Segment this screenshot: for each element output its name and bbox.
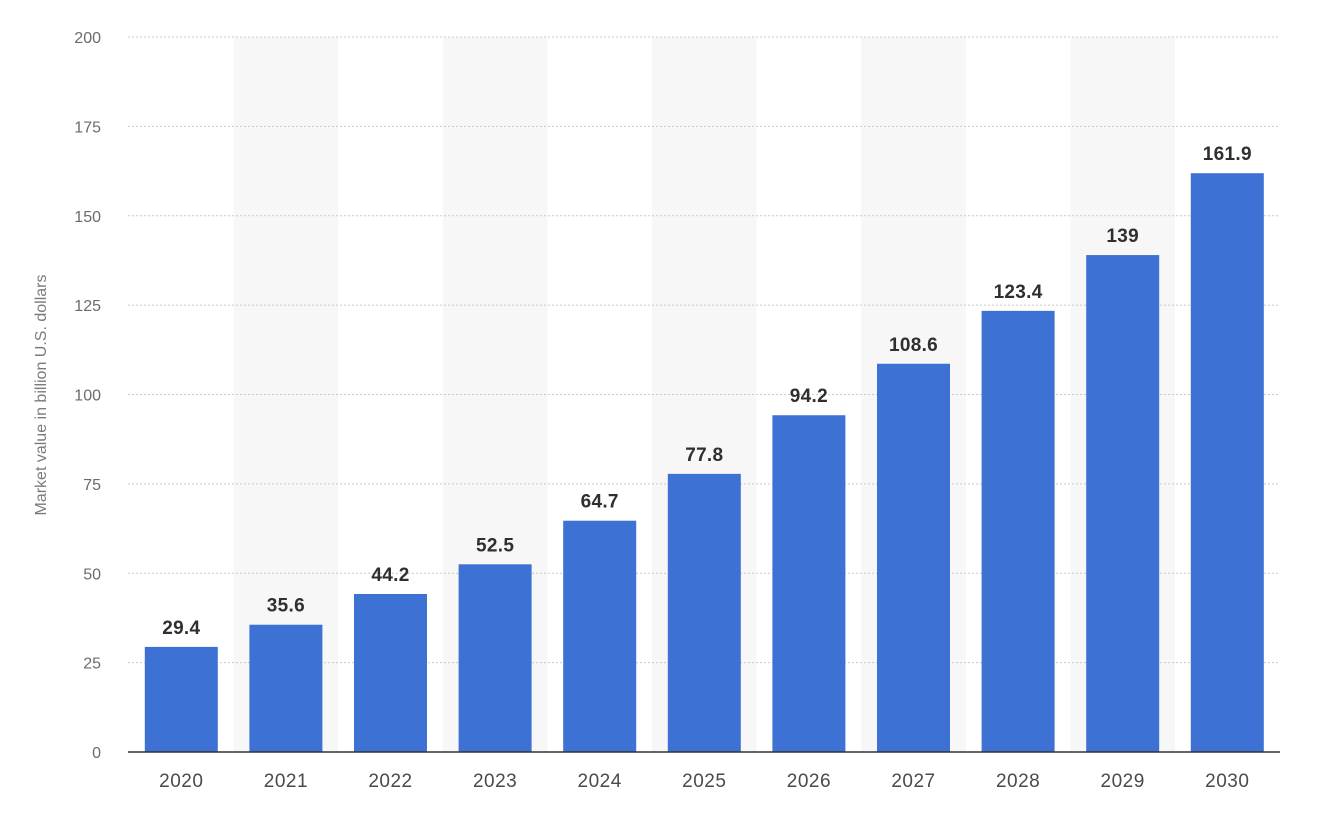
data-label: 29.4: [162, 618, 200, 639]
bar: [667, 473, 741, 752]
y-tick-label: 150: [74, 209, 101, 226]
x-tick-label: 2023: [473, 771, 517, 792]
bar: [1190, 173, 1264, 752]
bar: [563, 520, 637, 752]
bar: [458, 564, 532, 752]
x-tick-label: 2030: [1205, 771, 1249, 792]
data-label: 64.7: [581, 492, 619, 513]
bar: [354, 593, 427, 752]
x-tick-label: 2025: [682, 771, 726, 792]
data-label: 94.2: [790, 386, 828, 407]
data-label: 161.9: [1203, 144, 1252, 165]
data-label: 44.2: [371, 565, 409, 586]
bar: [772, 415, 846, 752]
x-tick-label: 2021: [264, 771, 308, 792]
y-tick-label: 0: [92, 745, 101, 762]
data-label: 139: [1106, 226, 1139, 247]
x-tick-label: 2027: [891, 771, 935, 792]
x-axis-ticks: 2020 2021 2022 2023 2024 2025 2026 2027 2028 2029…: [159, 771, 1249, 792]
bar: [877, 363, 950, 752]
y-tick-label: 125: [74, 298, 101, 315]
y-axis-title: Market value in billion U.S. dollars: [33, 275, 50, 516]
x-tick-label: 2029: [1101, 771, 1145, 792]
y-axis-ticks: 0 25 50 75 100 125 150 175 200: [74, 30, 101, 762]
data-label: 52.5: [476, 535, 514, 556]
x-tick-label: 2022: [368, 771, 412, 792]
data-labels: 29.4 35.6 44.2 52.5 64.7 77.8 94.2 108.6 123.4 13…: [162, 144, 1252, 639]
x-tick-label: 2028: [996, 771, 1040, 792]
y-tick-label: 200: [74, 30, 101, 47]
x-tick-label: 2024: [578, 771, 622, 792]
data-label: 108.6: [889, 335, 938, 356]
y-tick-label: 75: [83, 477, 101, 494]
bar: [981, 310, 1055, 752]
y-tick-label: 175: [74, 119, 101, 136]
bar: [249, 624, 323, 752]
bars: [144, 173, 1264, 752]
data-label: 123.4: [994, 282, 1043, 303]
data-label: 35.6: [267, 596, 305, 617]
y-tick-label: 100: [74, 388, 101, 405]
bar: [1086, 255, 1160, 752]
x-tick-label: 2026: [787, 771, 831, 792]
y-tick-label: 50: [83, 566, 101, 583]
x-tick-label: 2020: [159, 771, 203, 792]
data-label: 77.8: [685, 445, 723, 466]
bar: [144, 646, 218, 752]
y-tick-label: 25: [83, 656, 101, 673]
